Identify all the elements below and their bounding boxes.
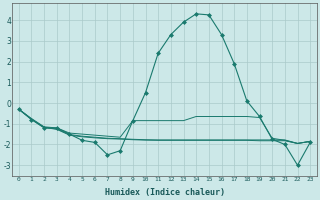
- X-axis label: Humidex (Indice chaleur): Humidex (Indice chaleur): [105, 188, 225, 197]
